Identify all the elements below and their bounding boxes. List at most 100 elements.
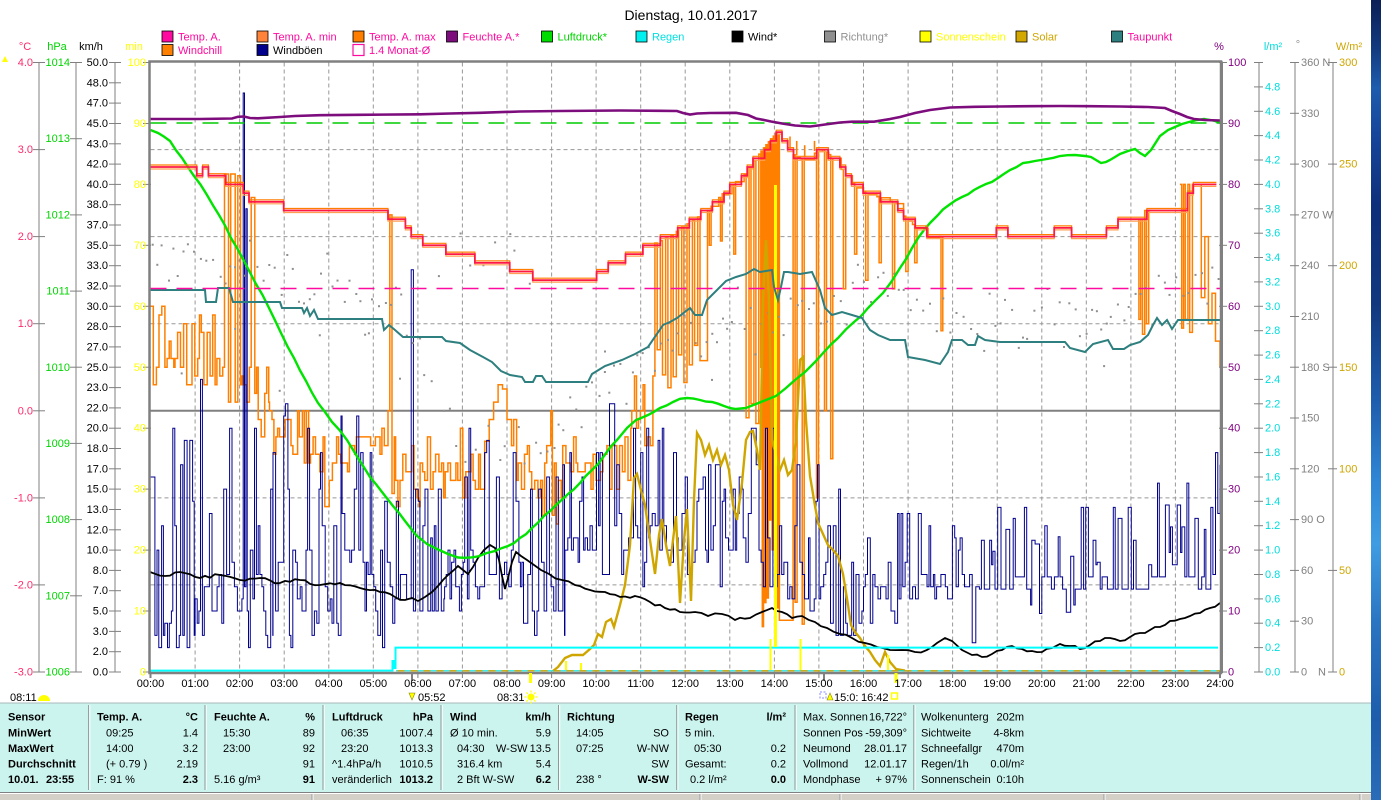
svg-text:300: 300: [1339, 57, 1357, 69]
svg-text:05:00: 05:00: [360, 678, 388, 690]
svg-text:06:35: 06:35: [341, 728, 369, 740]
svg-text:50.0: 50.0: [87, 57, 108, 69]
svg-text:Sonnenschein: Sonnenschein: [921, 774, 991, 786]
svg-text:W/m²: W/m²: [1336, 41, 1363, 53]
svg-text:21:00: 21:00: [1073, 678, 1101, 690]
svg-text:0.6: 0.6: [1265, 593, 1280, 605]
svg-text:0: 0: [1301, 667, 1307, 679]
svg-text:0.2: 0.2: [1265, 642, 1280, 654]
svg-text:0.8: 0.8: [1265, 569, 1280, 581]
svg-text:1010: 1010: [46, 362, 70, 374]
svg-text:50: 50: [134, 362, 146, 374]
svg-text:3.8: 3.8: [1265, 203, 1280, 215]
svg-text:Sonnen Pos: Sonnen Pos: [803, 728, 863, 740]
svg-text:91: 91: [303, 774, 315, 786]
svg-text:Dienstag, 10.01.2017: Dienstag, 10.01.2017: [624, 7, 757, 23]
svg-text:W-NW: W-NW: [637, 743, 670, 755]
svg-text:5.4: 5.4: [536, 759, 551, 771]
svg-text:70: 70: [1228, 240, 1240, 252]
svg-text:14:00: 14:00: [761, 678, 789, 690]
svg-text:14:05: 14:05: [576, 728, 604, 740]
svg-text:28.0: 28.0: [87, 321, 108, 333]
svg-text:0.2 l/m²: 0.2 l/m²: [690, 774, 727, 786]
svg-text:°C: °C: [186, 712, 198, 724]
svg-text:-1.0: -1.0: [14, 492, 33, 504]
svg-text:07:00: 07:00: [449, 678, 477, 690]
svg-text:20: 20: [1228, 545, 1240, 557]
svg-text:Sichtweite: Sichtweite: [921, 728, 971, 740]
svg-text:08:11: 08:11: [10, 692, 37, 704]
svg-text:4.0: 4.0: [18, 57, 33, 69]
svg-text:min: min: [125, 41, 143, 53]
svg-text:238 °: 238 °: [576, 774, 602, 786]
svg-text:8.0: 8.0: [93, 565, 108, 577]
svg-text:1008: 1008: [46, 514, 70, 526]
svg-text:28.01.17: 28.01.17: [864, 743, 907, 755]
svg-text:01:00: 01:00: [181, 678, 209, 690]
svg-text:2.6: 2.6: [1265, 350, 1280, 362]
svg-text:1.4 Monat-Ø: 1.4 Monat-Ø: [369, 45, 431, 57]
svg-text:120: 120: [1301, 463, 1319, 475]
svg-text:%: %: [1214, 41, 1224, 53]
svg-text:7.0: 7.0: [93, 585, 108, 597]
svg-text:150: 150: [1301, 413, 1319, 425]
svg-text:3.2: 3.2: [1265, 276, 1280, 288]
svg-text:11:00: 11:00: [627, 678, 654, 690]
svg-text:42.0: 42.0: [87, 159, 108, 171]
svg-text:Windchill: Windchill: [178, 45, 222, 57]
svg-text:0.0: 0.0: [18, 405, 33, 417]
svg-text:Temp. A. min: Temp. A. min: [273, 32, 337, 44]
svg-text:Wind*: Wind*: [748, 32, 778, 44]
svg-text:2.0: 2.0: [1265, 423, 1280, 435]
svg-text:3.0: 3.0: [18, 144, 33, 156]
svg-text:10:00: 10:00: [582, 678, 610, 690]
svg-text:15:30: 15:30: [223, 728, 251, 740]
svg-text:04:00: 04:00: [315, 678, 343, 690]
svg-text:18:00: 18:00: [939, 678, 967, 690]
svg-text:03:00: 03:00: [270, 678, 298, 690]
svg-text:Taupunkt: Taupunkt: [1128, 32, 1173, 44]
svg-text:l/m²: l/m²: [1264, 41, 1283, 53]
svg-text:F: 91 %: F: 91 %: [97, 774, 135, 786]
svg-text:15.0: 15.0: [87, 484, 108, 496]
svg-text:3.0: 3.0: [93, 626, 108, 638]
svg-text:0.0: 0.0: [771, 774, 786, 786]
svg-text:90 O: 90 O: [1301, 514, 1325, 526]
svg-text:470m: 470m: [996, 743, 1024, 755]
svg-text:1010.5: 1010.5: [399, 759, 433, 771]
svg-text:4-8km: 4-8km: [993, 728, 1024, 740]
svg-text:Wind: Wind: [450, 712, 477, 724]
svg-text:1.0: 1.0: [18, 318, 33, 330]
svg-text:300: 300: [1301, 159, 1319, 171]
svg-text:30: 30: [1228, 484, 1240, 496]
svg-text:hPa: hPa: [47, 41, 67, 53]
svg-text:05:30: 05:30: [694, 743, 722, 755]
svg-text:23:20: 23:20: [341, 743, 369, 755]
svg-text:Luftdruck: Luftdruck: [332, 712, 384, 724]
svg-text:Richtung: Richtung: [567, 712, 615, 724]
svg-text:70: 70: [134, 240, 146, 252]
svg-text:4.2: 4.2: [1265, 155, 1280, 167]
svg-text:5 min.: 5 min.: [685, 728, 715, 740]
svg-text:Mondphase: Mondphase: [803, 774, 861, 786]
svg-text:23:00: 23:00: [1162, 678, 1190, 690]
svg-text:43.0: 43.0: [87, 138, 108, 150]
svg-text:3.2: 3.2: [183, 743, 198, 755]
svg-text:0.0: 0.0: [93, 667, 108, 679]
svg-text:Regen: Regen: [685, 712, 719, 724]
svg-text:1013.3: 1013.3: [399, 743, 433, 755]
svg-text:19:00: 19:00: [983, 678, 1011, 690]
svg-text:14:00: 14:00: [106, 743, 134, 755]
svg-text:veränderlich: veränderlich: [332, 774, 392, 786]
svg-text:30.0: 30.0: [87, 301, 108, 313]
svg-text:50: 50: [1339, 565, 1351, 577]
svg-text:30: 30: [134, 484, 146, 496]
svg-text:2.0: 2.0: [93, 646, 108, 658]
svg-text:12.0: 12.0: [87, 524, 108, 536]
svg-text:Regen: Regen: [652, 32, 684, 44]
svg-text:0: 0: [1339, 667, 1345, 679]
svg-text:17:00: 17:00: [894, 678, 922, 690]
svg-text:06:00: 06:00: [404, 678, 432, 690]
svg-text:17.0: 17.0: [87, 463, 108, 475]
svg-text:Vollmond: Vollmond: [803, 759, 848, 771]
